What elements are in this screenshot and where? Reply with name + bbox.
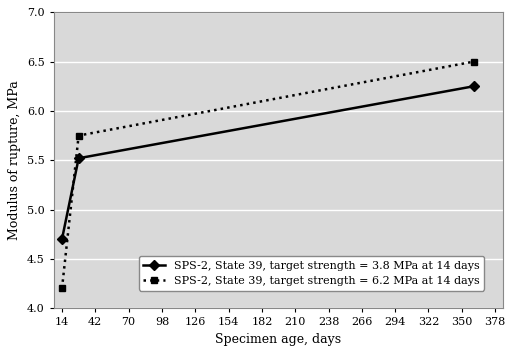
SPS-2, State 39, target strength = 6.2 MPa at 14 days xyxy=(471,59,477,64)
SPS-2, State 39, target strength = 3.8 MPa at 14 days xyxy=(471,84,477,88)
Line: SPS-2, State 39, target strength = 3.8 MPa at 14 days: SPS-2, State 39, target strength = 3.8 M… xyxy=(59,83,477,242)
SPS-2, State 39, target strength = 6.2 MPa at 14 days xyxy=(59,286,65,291)
Legend: SPS-2, State 39, target strength = 3.8 MPa at 14 days, SPS-2, State 39, target s: SPS-2, State 39, target strength = 3.8 M… xyxy=(139,256,485,291)
SPS-2, State 39, target strength = 3.8 MPa at 14 days xyxy=(59,237,65,241)
X-axis label: Specimen age, days: Specimen age, days xyxy=(215,333,341,346)
SPS-2, State 39, target strength = 3.8 MPa at 14 days xyxy=(76,156,82,160)
SPS-2, State 39, target strength = 6.2 MPa at 14 days xyxy=(76,133,82,138)
Line: SPS-2, State 39, target strength = 6.2 MPa at 14 days: SPS-2, State 39, target strength = 6.2 M… xyxy=(59,58,477,292)
Y-axis label: Modulus of rupture, MPa: Modulus of rupture, MPa xyxy=(8,80,21,240)
